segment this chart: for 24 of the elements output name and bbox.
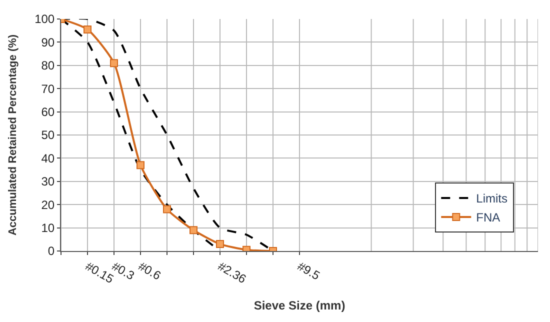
point <box>163 205 171 214</box>
y-axis-title: Accumulated Retained Percentage (%) <box>7 34 20 236</box>
y-tick-label: 70 <box>41 82 55 96</box>
y-tick-label: 10 <box>41 221 55 235</box>
point <box>110 59 118 68</box>
x-axis-title: Sieve Size (mm) <box>254 298 346 312</box>
legend-label: Limits <box>476 192 508 206</box>
point <box>84 25 92 34</box>
y-tick-label: 20 <box>41 198 55 212</box>
legend-label: FNA <box>476 210 500 225</box>
x-tick-label: #2.36 <box>216 259 249 286</box>
point <box>136 161 144 170</box>
y-tick-label: 80 <box>41 58 55 73</box>
y-tick-label: 50 <box>41 128 55 142</box>
y-tick-label: 30 <box>41 174 55 189</box>
y-tick-label: 40 <box>41 151 55 166</box>
x-tick-label: #9.5 <box>295 259 323 284</box>
point <box>216 240 224 248</box>
y-tick-label: 90 <box>41 35 55 50</box>
point <box>190 226 198 234</box>
x-tick-label: #0.6 <box>136 259 164 284</box>
y-tick-label: 100 <box>34 12 55 26</box>
y-tick-label: 60 <box>41 105 55 119</box>
y-tick-label: 0 <box>48 244 55 258</box>
